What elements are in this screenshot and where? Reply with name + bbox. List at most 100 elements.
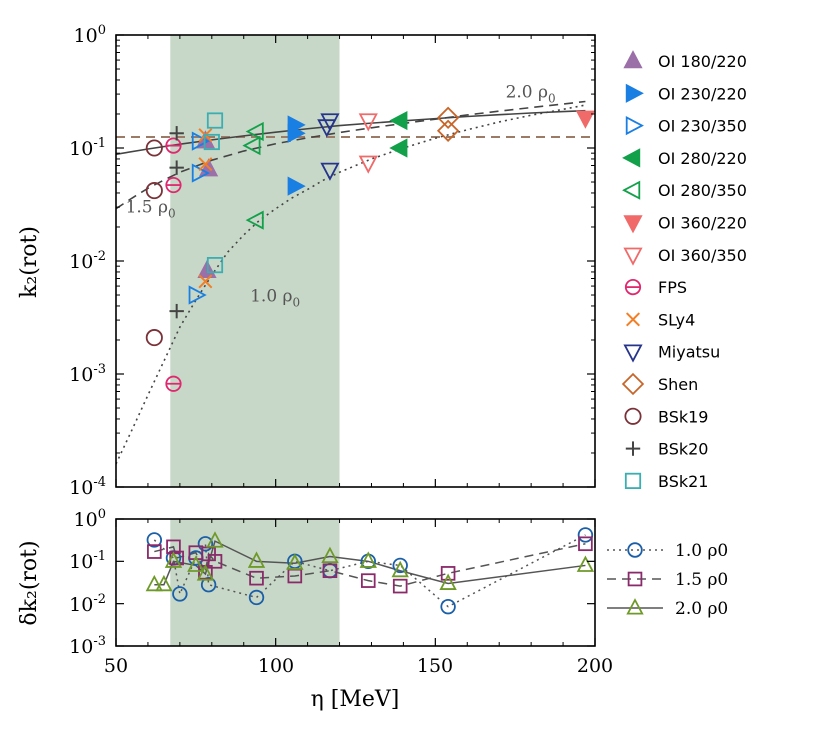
marker-Shen <box>436 106 460 129</box>
bottom-marker-2.0-ρ0 <box>439 573 457 590</box>
marker-BSk21 <box>206 256 224 274</box>
legend-label: OI 230/220 <box>658 84 747 103</box>
marker-BSk20 <box>169 160 184 175</box>
bottom-marker-1.5-ρ0 <box>322 563 338 579</box>
curve-annotations: 2.0 ρ0 1.5 ρ0 1.0 ρ0 <box>126 82 556 309</box>
marker-BSk19 <box>145 139 163 157</box>
xtick-label: 150 <box>417 655 453 677</box>
shaded-region-bottom <box>170 519 340 646</box>
legend-marker <box>625 312 641 327</box>
bottom-marker-2.0-ρ0 <box>247 551 266 568</box>
legend-marker <box>624 472 642 490</box>
marker-BSk20 <box>169 303 184 319</box>
bottom-marker-2.0-ρ0 <box>359 551 377 568</box>
marker-BSk21 <box>203 133 220 151</box>
bottom-marker-1.5-ρ0 <box>392 578 408 594</box>
legend-label: Shen <box>658 375 698 394</box>
marker-OI-280-220 <box>389 110 408 131</box>
bottom-marker-1.0-ρ0 <box>146 532 163 548</box>
marker-OI-360-350 <box>358 155 378 174</box>
marker-SLy4 <box>198 157 213 172</box>
legend-label: OI 360/350 <box>658 246 747 265</box>
marker-SLy4 <box>198 274 213 289</box>
bottom-ytick-label: 10-1 <box>69 549 106 573</box>
bottom-marker-1.0-ρ0 <box>392 557 408 574</box>
marker-FPS <box>165 375 182 392</box>
top-legend: OI 180/220 OI 230/220 OI 230/350 OI 280/220… <box>621 50 747 491</box>
marker-BSk20 <box>169 126 184 141</box>
marker-BSk21 <box>206 112 224 129</box>
bottom-marker-1.5-ρ0 <box>249 570 264 586</box>
legend-label: OI 280/220 <box>658 149 747 168</box>
bottom-marker-1.0-ρ0 <box>197 536 214 552</box>
bottom-marker-1.5-ρ0 <box>360 573 376 588</box>
legend-marker <box>625 116 644 136</box>
bottom-marker-2.0-ρ0 <box>391 560 409 578</box>
bottom-legend: 1.0 ρ0 1.5 ρ0 2.0 ρ0 <box>607 541 728 619</box>
legend-label: 1.5 ρ0 <box>675 570 728 590</box>
bottom-marker-1.5-ρ0 <box>578 536 593 552</box>
marker-OI-360-350 <box>358 113 378 132</box>
top-ytick-label: 10-3 <box>69 362 106 386</box>
x-axis-label: η [MeV] <box>311 687 400 712</box>
xtick-label: 200 <box>577 655 613 677</box>
marker-OI-230-220 <box>287 123 306 143</box>
bottom-marker-2.0-ρ0 <box>155 574 173 592</box>
bottom-marker-2.0-ρ0 <box>576 555 595 572</box>
top-y-tick-labels: 100 10-1 10-2 10-3 10-4 <box>69 23 106 499</box>
marker-OI-230-220 <box>287 176 306 196</box>
legend-marker <box>623 344 643 363</box>
top-ytick-label: 10-4 <box>69 475 106 499</box>
top-ytick-label: 10-2 <box>69 249 106 273</box>
bottom-marker-2.0-ρ0 <box>321 546 339 564</box>
bottom-marker-2.0-ρ0 <box>206 531 224 548</box>
marker-OI-280-350 <box>245 210 264 230</box>
legend-label: OI 230/350 <box>658 117 747 136</box>
legend-marker <box>623 215 643 234</box>
xtick-label: 100 <box>258 655 294 677</box>
legend-label: BSk20 <box>658 440 708 459</box>
legend-label: FPS <box>658 278 687 297</box>
marker-OI-280-220 <box>389 138 408 158</box>
legend-marker <box>627 542 643 558</box>
bottom-data-markers <box>145 527 595 615</box>
bottom-marker-2.0-ρ0 <box>196 564 215 581</box>
legend-marker <box>624 278 642 296</box>
x-tick-labels: 50 100 150 200 <box>104 655 613 677</box>
legend-marker <box>627 571 643 587</box>
legend-label: BSk21 <box>658 472 708 491</box>
marker-OI-230-350 <box>191 131 210 151</box>
bottom-marker-1.0-ρ0 <box>440 598 456 615</box>
legend-label: BSk19 <box>658 407 708 426</box>
legend-marker <box>623 50 643 69</box>
legend-marker <box>626 598 644 615</box>
axis-ticks <box>115 34 596 647</box>
bottom-ytick-label: 100 <box>74 507 106 531</box>
legend-marker <box>621 372 645 396</box>
marker-Miyatsu <box>320 162 340 181</box>
legend-label: OI 360/220 <box>658 214 747 233</box>
bottom-marker-1.0-ρ0 <box>577 527 594 543</box>
marker-OI-230-350 <box>188 285 207 305</box>
bottom-line-2.0-ρ0 <box>154 540 586 586</box>
bottom-marker-2.0-ρ0 <box>164 551 183 568</box>
top-ytick-label: 100 <box>74 23 106 47</box>
marker-Shen <box>436 119 460 142</box>
bottom-plot-frame <box>115 518 596 647</box>
marker-FPS <box>165 176 182 194</box>
bottom-ytick-label: 10-3 <box>69 634 106 658</box>
marker-OI-280-350 <box>242 136 261 156</box>
top-y-axis-label: k₂(rot) <box>17 226 42 298</box>
fit-curves <box>116 100 586 465</box>
xtick-label: 50 <box>104 655 128 677</box>
legend-marker <box>625 83 644 103</box>
legend-label: Miyatsu <box>658 343 720 362</box>
legend-label: SLy4 <box>658 310 695 329</box>
legend-label: 1.0 ρ0 <box>675 541 728 561</box>
shaded-region-top <box>170 35 340 487</box>
top-ytick-label: 10-1 <box>69 136 106 160</box>
bottom-marker-2.0-ρ0 <box>145 574 164 592</box>
bottom-marker-2.0-ρ0 <box>187 555 205 572</box>
fit-curve-1.5-ρ0 <box>116 100 586 210</box>
legend-marker <box>625 441 641 456</box>
